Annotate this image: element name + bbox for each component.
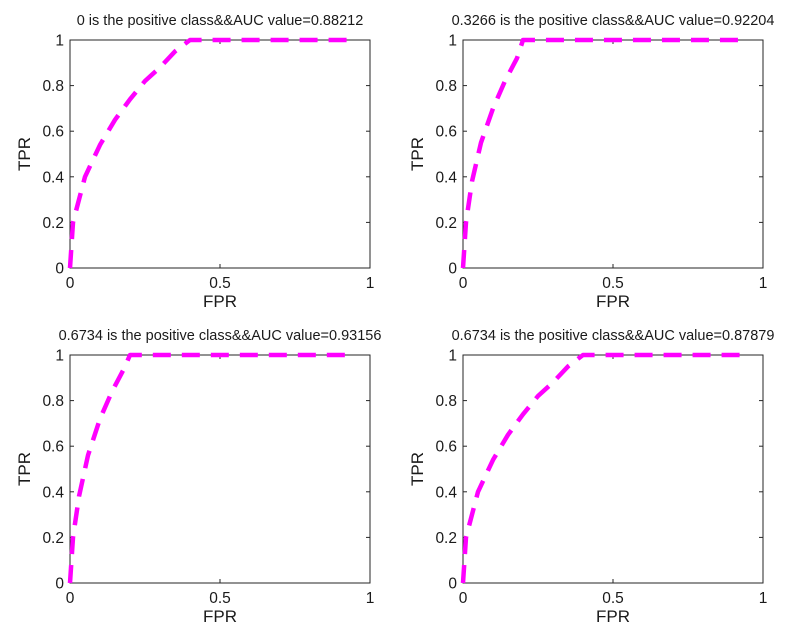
x-axis-label: FPR xyxy=(596,292,630,311)
y-tick-label: 0.6 xyxy=(42,439,64,456)
y-tick-label: 0 xyxy=(55,261,64,278)
y-tick-label: 1 xyxy=(55,348,64,365)
x-tick-label: 0.5 xyxy=(602,590,624,607)
y-tick-label: 1 xyxy=(55,33,64,50)
chart-title: 0.3266 is the positive class&&AUC value=… xyxy=(452,13,775,29)
plot-frame xyxy=(462,39,764,269)
y-tick-label: 0.2 xyxy=(42,530,64,547)
y-axis-label: TPR xyxy=(408,452,427,486)
plot-frame xyxy=(69,354,371,584)
roc-panel-1: 0 is the positive class&&AUC value=0.882… xyxy=(15,13,374,311)
x-tick-label: 1 xyxy=(759,275,768,292)
chart-title: 0 is the positive class&&AUC value=0.882… xyxy=(77,13,364,29)
x-tick-label: 0.5 xyxy=(209,590,231,607)
chart-title: 0.6734 is the positive class&&AUC value=… xyxy=(452,328,775,344)
y-tick-label: 0.8 xyxy=(42,78,64,95)
y-axis-label: TPR xyxy=(408,137,427,171)
roc-panel-2: 0.3266 is the positive class&&AUC value=… xyxy=(408,13,774,311)
y-tick-label: 0.4 xyxy=(42,484,64,501)
y-tick-label: 0.8 xyxy=(42,393,64,410)
y-tick-label: 0.6 xyxy=(42,124,64,141)
x-tick-label: 1 xyxy=(366,275,375,292)
roc-curve-line xyxy=(67,37,349,269)
y-tick-label: 0.4 xyxy=(435,169,457,186)
y-tick-label: 0.8 xyxy=(435,393,457,410)
y-tick-label: 0.2 xyxy=(435,215,457,232)
x-tick-label: 0 xyxy=(66,590,75,607)
roc-panel-4: 0.6734 is the positive class&&AUC value=… xyxy=(408,328,774,626)
plot-frame xyxy=(462,354,764,584)
y-tick-label: 0 xyxy=(448,576,457,593)
plot-frame xyxy=(69,39,371,269)
y-tick-label: 1 xyxy=(448,348,457,365)
y-tick-label: 0.6 xyxy=(435,439,457,456)
x-axis-label: FPR xyxy=(203,607,237,626)
x-tick-label: 0 xyxy=(459,275,468,292)
x-tick-label: 0.5 xyxy=(602,275,624,292)
x-tick-label: 0 xyxy=(459,590,468,607)
roc-curve-line xyxy=(460,352,742,584)
roc-curve-line xyxy=(67,352,349,584)
y-tick-label: 1 xyxy=(448,33,457,50)
x-tick-label: 1 xyxy=(366,590,375,607)
x-tick-label: 0.5 xyxy=(209,275,231,292)
y-tick-label: 0.2 xyxy=(42,215,64,232)
y-tick-label: 0.6 xyxy=(435,124,457,141)
roc-curve-line xyxy=(460,37,742,269)
y-tick-label: 0 xyxy=(55,576,64,593)
y-axis-label: TPR xyxy=(15,137,34,171)
x-axis-label: FPR xyxy=(596,607,630,626)
y-tick-label: 0 xyxy=(448,261,457,278)
roc-panel-3: 0.6734 is the positive class&&AUC value=… xyxy=(15,328,381,626)
y-tick-label: 0.4 xyxy=(435,484,457,501)
x-tick-label: 1 xyxy=(759,590,768,607)
y-tick-label: 0.2 xyxy=(435,530,457,547)
y-axis-label: TPR xyxy=(15,452,34,486)
y-tick-label: 0.8 xyxy=(435,78,457,95)
chart-title: 0.6734 is the positive class&&AUC value=… xyxy=(59,328,382,344)
x-tick-label: 0 xyxy=(66,275,75,292)
y-tick-label: 0.4 xyxy=(42,169,64,186)
x-axis-label: FPR xyxy=(203,292,237,311)
